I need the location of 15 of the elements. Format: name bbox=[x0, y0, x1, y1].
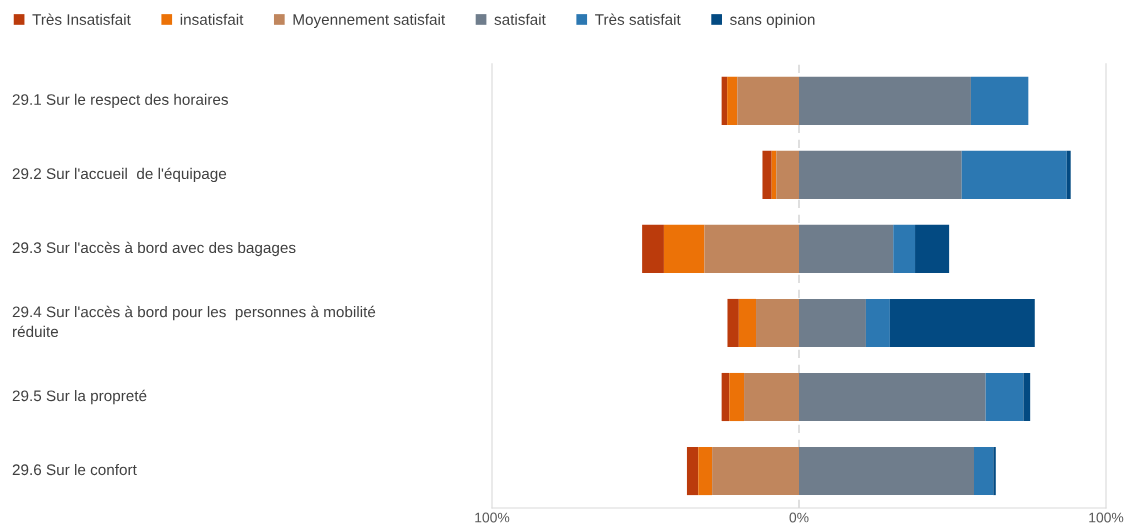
x-tick-label: 100% bbox=[475, 512, 510, 523]
y-tick-label: 29.6 Sur le confort bbox=[12, 463, 137, 476]
legend-label: Moyennement satisfait bbox=[293, 13, 446, 28]
x-tick-label: 100% bbox=[1089, 512, 1124, 523]
legend-label: sans opinion bbox=[730, 13, 815, 28]
y-tick-label: 29.5 Sur la propreté bbox=[12, 389, 147, 405]
legend-label: Très satisfait bbox=[595, 13, 681, 25]
legend-label: Très Insatisfait bbox=[32, 13, 131, 25]
y-tick-label: 29.3 Sur l'accès à bord avec des bagages bbox=[12, 241, 296, 257]
y-tick-label: 29.4 Sur l'accès à bord pour les personnes à mobilité réduite bbox=[12, 305, 376, 338]
legend-label: satisfait bbox=[494, 13, 546, 25]
y-tick-label: 29.1 Sur le respect des horaires bbox=[12, 93, 228, 108]
legend-label: insatisfait bbox=[180, 13, 244, 25]
y-tick-label: 29.2 Sur l'accueil de l'équipage bbox=[12, 167, 227, 183]
x-tick-label: 0% bbox=[789, 512, 809, 523]
